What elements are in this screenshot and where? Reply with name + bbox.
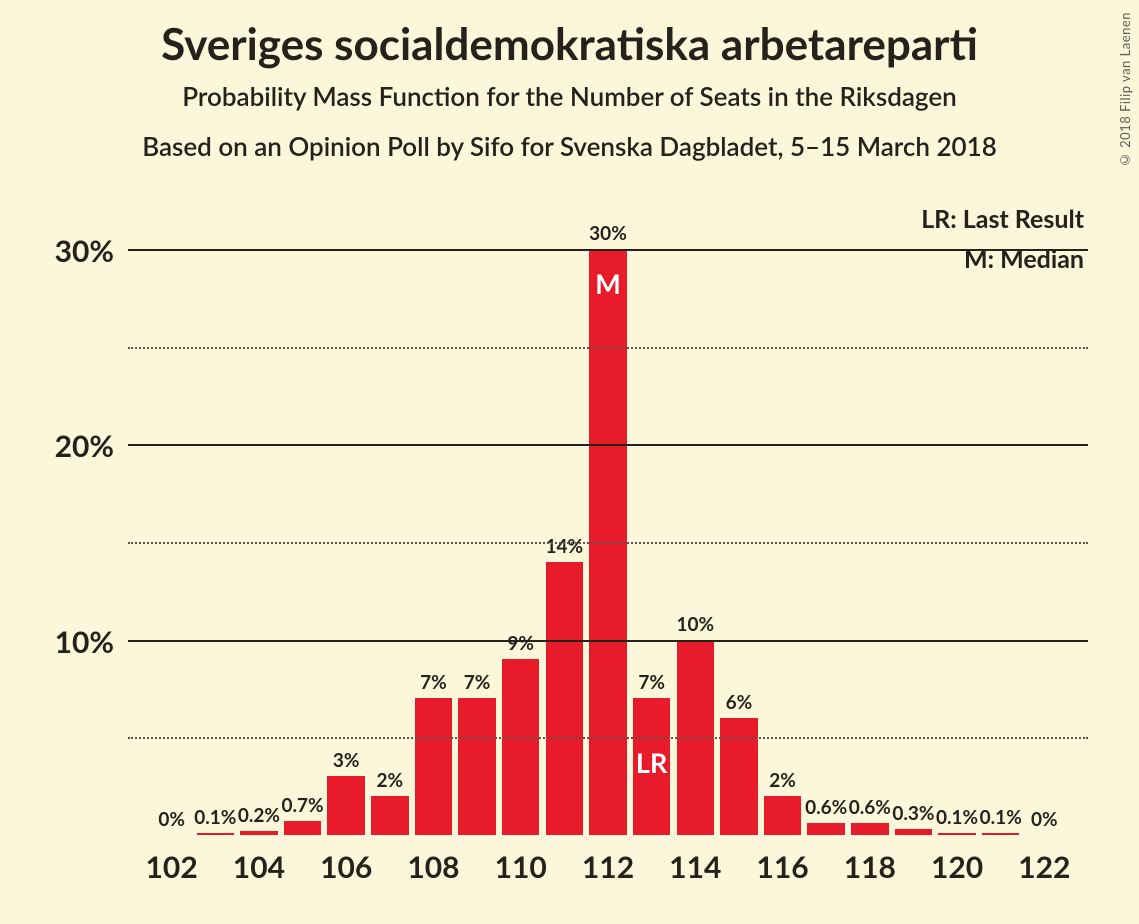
bar-value-label: 2% xyxy=(377,769,404,792)
chart-container: © 2018 Filip van Laenen Sveriges sociald… xyxy=(0,0,1139,924)
bars-layer: 0%0.1%0.2%0.7%3%2%7%7%9%14%30%M7%LR10%6%… xyxy=(128,205,1088,835)
bar-value-label: 6% xyxy=(726,691,753,714)
plot-area: LR: Last Result M: Median 0%0.1%0.2%0.7%… xyxy=(128,205,1088,835)
bar-value-label: 2% xyxy=(769,769,796,792)
bar-value-label: 0.7% xyxy=(281,794,323,817)
y-axis-label: 10% xyxy=(55,624,114,660)
bar-value-label: 0.2% xyxy=(238,804,280,827)
bar-value-label: 0.6% xyxy=(849,796,891,819)
bar-value-label: 0% xyxy=(1031,808,1058,831)
bar-value-label: 30% xyxy=(589,222,627,245)
bar-slot: 2% xyxy=(368,205,412,835)
x-axis-tick: 104 xyxy=(233,849,285,885)
x-axis-tick: 120 xyxy=(931,849,983,885)
median-marker: M xyxy=(595,267,621,300)
bar-value-label: 0.6% xyxy=(805,796,847,819)
bar: 0.6% xyxy=(807,823,845,835)
bar: 7%LR xyxy=(633,698,671,835)
bar-slot: 10% xyxy=(673,205,717,835)
bar-value-label: 7% xyxy=(464,671,491,694)
x-axis: 102 104 106 108 110 112 114 116 118 120 122 xyxy=(128,835,1088,915)
bar-slot: 14% xyxy=(543,205,587,835)
bar: 7% xyxy=(415,698,453,835)
bar-value-label: 0.1% xyxy=(980,806,1022,829)
x-axis-tick: 122 xyxy=(1018,849,1070,885)
bar-value-label: 0% xyxy=(158,808,185,831)
x-axis-tick: 112 xyxy=(582,849,634,885)
bar-slot: 7% LR xyxy=(630,205,674,835)
bar-value-label: 3% xyxy=(333,749,360,772)
chart-source-line: Based on an Opinion Poll by Sifo for Sve… xyxy=(0,130,1139,162)
bar-slot: 7% xyxy=(455,205,499,835)
x-axis-tick: 102 xyxy=(146,849,198,885)
bar-slot: 0.2% xyxy=(237,205,281,835)
bar-value-label: 0.1% xyxy=(936,806,978,829)
chart-subtitle: Probability Mass Function for the Number… xyxy=(0,80,1139,112)
bar: 14% xyxy=(546,562,584,835)
bar-value-label: 7% xyxy=(638,671,665,694)
gridline-major: 30% xyxy=(128,249,1088,251)
bar-value-label: 0.1% xyxy=(194,806,236,829)
bar-value-label: 0.3% xyxy=(892,802,934,825)
bar-slot: 0% xyxy=(150,205,194,835)
bar-slot: 3% xyxy=(324,205,368,835)
bar-slot: 0.6% xyxy=(848,205,892,835)
bar: 6% xyxy=(720,718,758,835)
bar: 0.6% xyxy=(851,823,889,835)
last-result-marker: LR xyxy=(636,746,667,779)
bar-slot: 6% xyxy=(717,205,761,835)
bar: 2% xyxy=(764,796,802,835)
bar: 9% xyxy=(502,659,540,835)
x-axis-tick: 114 xyxy=(669,849,721,885)
bar-slot: 0.7% xyxy=(281,205,325,835)
titles-block: Sveriges socialdemokratiska arbetarepart… xyxy=(0,18,1139,162)
gridline-major: 10% xyxy=(128,640,1088,642)
x-axis-tick: 110 xyxy=(495,849,547,885)
x-axis-tick: 108 xyxy=(407,849,459,885)
bar-slot: 0.6% xyxy=(804,205,848,835)
bar-slot: 0.1% xyxy=(935,205,979,835)
bar-slot: 2% xyxy=(761,205,805,835)
chart-title: Sveriges socialdemokratiska arbetarepart… xyxy=(0,18,1139,70)
bar: 7% xyxy=(458,698,496,835)
bar-value-label: 7% xyxy=(420,671,447,694)
bar-slot: 0.3% xyxy=(892,205,936,835)
y-axis-label: 20% xyxy=(55,428,114,464)
x-axis-tick: 118 xyxy=(844,849,896,885)
x-axis-tick: 116 xyxy=(756,849,808,885)
gridline-minor xyxy=(128,737,1088,739)
gridline-minor xyxy=(128,347,1088,349)
bar: 3% xyxy=(327,776,365,835)
gridline-minor xyxy=(128,542,1088,544)
bar-slot: 9% xyxy=(499,205,543,835)
bar-slot: 30% M xyxy=(586,205,630,835)
bar: 2% xyxy=(371,796,409,835)
bar-slot: 7% xyxy=(412,205,456,835)
bar-value-label: 9% xyxy=(507,632,534,655)
bar: 0.7% xyxy=(284,821,322,835)
x-axis-tick: 106 xyxy=(320,849,372,885)
gridline-major: 20% xyxy=(128,444,1088,446)
bar-slot: 0.1% xyxy=(979,205,1023,835)
y-axis-label: 30% xyxy=(55,233,114,269)
bar-value-label: 14% xyxy=(546,535,584,558)
bar-value-label: 10% xyxy=(676,613,714,636)
bar-slot: 0% xyxy=(1023,205,1067,835)
bar-slot: 0.1% xyxy=(193,205,237,835)
